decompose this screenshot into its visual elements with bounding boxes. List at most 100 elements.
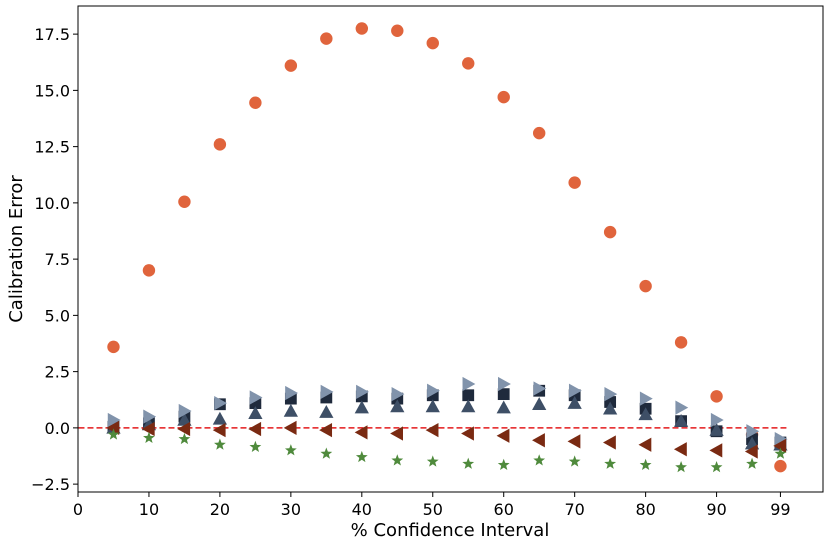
point-triangle-right-5 [107,412,121,428]
point-star-25 [249,440,262,453]
point-triangle-left-99 [773,438,787,454]
y-tick-label: −2.5 [31,475,70,494]
point-triangle-up-65 [532,397,547,410]
point-triangle-left-95 [744,444,758,459]
point-triangle-up-20 [212,411,228,425]
point-circle-90 [710,390,723,403]
plot-marks [78,22,788,473]
y-axis-label: Calibration Error [6,175,27,323]
point-triangle-right-99 [774,431,788,447]
point-circle-35 [320,32,333,45]
point-circle-5 [107,340,120,354]
point-star-5 [107,428,120,440]
x-tick-label: 50 [423,500,443,519]
point-square-30 [284,392,297,405]
point-circle-80 [639,279,652,293]
x-tick-label: 90 [706,500,726,519]
series-circle [107,22,787,473]
point-circle-40 [355,22,369,35]
point-triangle-left-65 [532,433,545,448]
series-star [107,428,787,473]
y-tick-label: 0.0 [45,419,70,438]
x-tick-label: 40 [352,500,372,519]
point-star-50 [426,455,439,467]
point-square-60 [497,388,510,401]
series-triangle-up [106,395,788,451]
point-circle-75 [603,225,617,239]
y-tick-label: 7.5 [45,250,70,269]
point-star-60 [497,458,510,471]
point-triangle-left-75 [603,435,616,450]
point-star-15 [178,432,191,445]
series-square [107,384,787,449]
x-tick-label: 80 [635,500,655,519]
point-triangle-right-70 [568,383,582,398]
x-tick-label: 60 [494,500,514,519]
point-triangle-right-15 [178,403,192,419]
point-triangle-right-45 [391,386,405,402]
point-circle-60 [497,90,510,104]
point-triangle-right-60 [498,376,511,392]
y-tick-label: 17.5 [34,25,70,44]
point-star-10 [143,431,155,444]
x-tick-label: 0 [73,500,83,519]
point-triangle-up-30 [283,403,298,417]
x-tick-label: 70 [564,500,584,519]
point-triangle-left-60 [496,428,510,443]
point-circle-50 [426,36,439,50]
point-star-85 [675,461,687,473]
point-triangle-right-50 [427,383,440,398]
point-star-40 [355,450,368,463]
point-star-80 [639,458,652,471]
point-star-55 [462,457,475,469]
point-star-35 [320,447,333,459]
point-triangle-up-40 [354,400,369,414]
point-triangle-right-10 [143,409,157,424]
point-triangle-up-35 [319,404,334,418]
point-triangle-left-20 [212,422,226,438]
plot-frame [77,5,824,493]
point-circle-99 [774,459,787,473]
point-circle-25 [249,96,262,109]
point-triangle-right-35 [320,384,334,400]
point-star-99 [774,447,787,459]
point-circle-45 [391,24,404,37]
y-tick-label: 10.0 [34,194,70,213]
point-triangle-right-40 [356,384,369,400]
point-circle-15 [178,195,191,208]
point-circle-10 [142,264,156,277]
point-triangle-up-15 [177,412,192,426]
x-tick-label: 20 [210,500,230,519]
point-circle-65 [532,126,546,140]
point-triangle-up-50 [425,399,440,413]
point-triangle-left-70 [567,434,581,449]
point-triangle-right-90 [710,412,724,428]
point-circle-30 [284,59,298,72]
point-triangle-left-40 [354,425,368,440]
point-square-40 [355,390,368,403]
point-triangle-up-70 [567,395,582,409]
point-triangle-right-55 [462,376,476,392]
point-star-45 [391,454,404,466]
point-triangle-left-10 [141,421,155,437]
point-triangle-right-80 [639,391,653,406]
point-triangle-right-65 [533,381,547,396]
point-triangle-left-15 [177,421,191,437]
point-triangle-up-45 [390,399,405,413]
point-triangle-right-20 [214,395,228,411]
point-triangle-right-30 [285,385,298,401]
point-triangle-up-60 [496,400,511,414]
point-triangle-up-85 [673,413,689,427]
x-tick-label: 30 [281,500,301,519]
point-star-95 [746,457,758,469]
point-square-55 [462,389,475,402]
y-tick-label: 2.5 [45,363,70,382]
point-triangle-right-25 [249,390,263,405]
point-triangle-right-75 [604,386,618,402]
point-triangle-up-55 [461,399,476,413]
point-triangle-left-55 [461,426,474,441]
point-triangle-left-80 [638,437,652,452]
point-square-25 [249,397,262,410]
point-star-30 [284,444,297,456]
point-triangle-right-95 [746,424,760,439]
